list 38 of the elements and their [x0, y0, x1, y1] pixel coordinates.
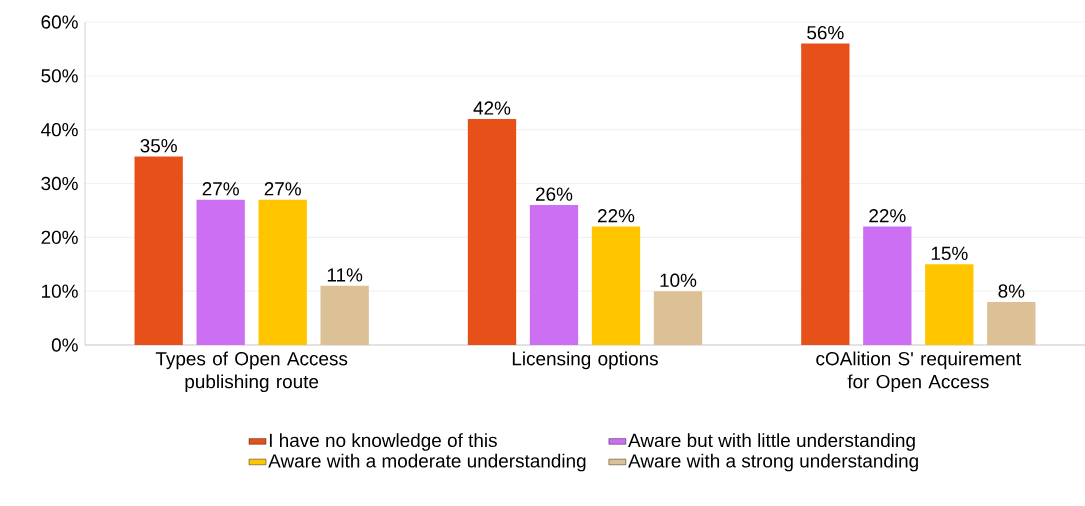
x-tick-label: Licensing options: [512, 351, 658, 370]
bar: [987, 301, 1036, 345]
bar: [591, 226, 641, 345]
bar: [801, 43, 850, 345]
legend-label: Aware with a strong understanding: [628, 453, 918, 472]
y-tick-label: 30%: [41, 176, 78, 191]
bar: [320, 285, 369, 345]
bar: [925, 264, 974, 345]
y-tick-label: 0%: [51, 338, 78, 352]
legend-label: Aware but with little understanding: [628, 433, 915, 451]
data-label: 22%: [598, 209, 635, 223]
bar: [196, 199, 245, 345]
bar: [467, 118, 517, 345]
y-tick-label: 40%: [41, 122, 78, 137]
y-tick-label: 60%: [41, 15, 78, 29]
bar: [529, 205, 579, 345]
data-label: 10%: [660, 273, 697, 287]
bar: [863, 226, 912, 345]
data-label: 26%: [536, 187, 573, 201]
bar: [258, 199, 307, 345]
data-label: 15%: [931, 246, 968, 261]
x-tick-label: cOAlition S' requirement for Open Access: [816, 351, 1021, 393]
y-tick-label: 20%: [41, 230, 78, 245]
data-label: 8%: [998, 284, 1025, 298]
y-tick-label: 50%: [41, 69, 78, 83]
bar: [134, 156, 183, 345]
y-tick-label: 10%: [42, 284, 78, 298]
legend-label: Aware with a moderate understanding: [268, 453, 586, 472]
data-label: 35%: [140, 138, 177, 153]
data-label: 56%: [807, 25, 844, 40]
data-label: 11%: [327, 268, 363, 282]
data-label: 42%: [473, 101, 511, 115]
x-tick-label: Types of Open Access publishing route: [155, 351, 348, 393]
data-label: 27%: [202, 182, 239, 196]
bar: [653, 291, 703, 345]
legend-label: I have no knowledge of this: [269, 433, 497, 451]
data-label: 22%: [869, 209, 906, 223]
data-label: 27%: [264, 182, 301, 196]
